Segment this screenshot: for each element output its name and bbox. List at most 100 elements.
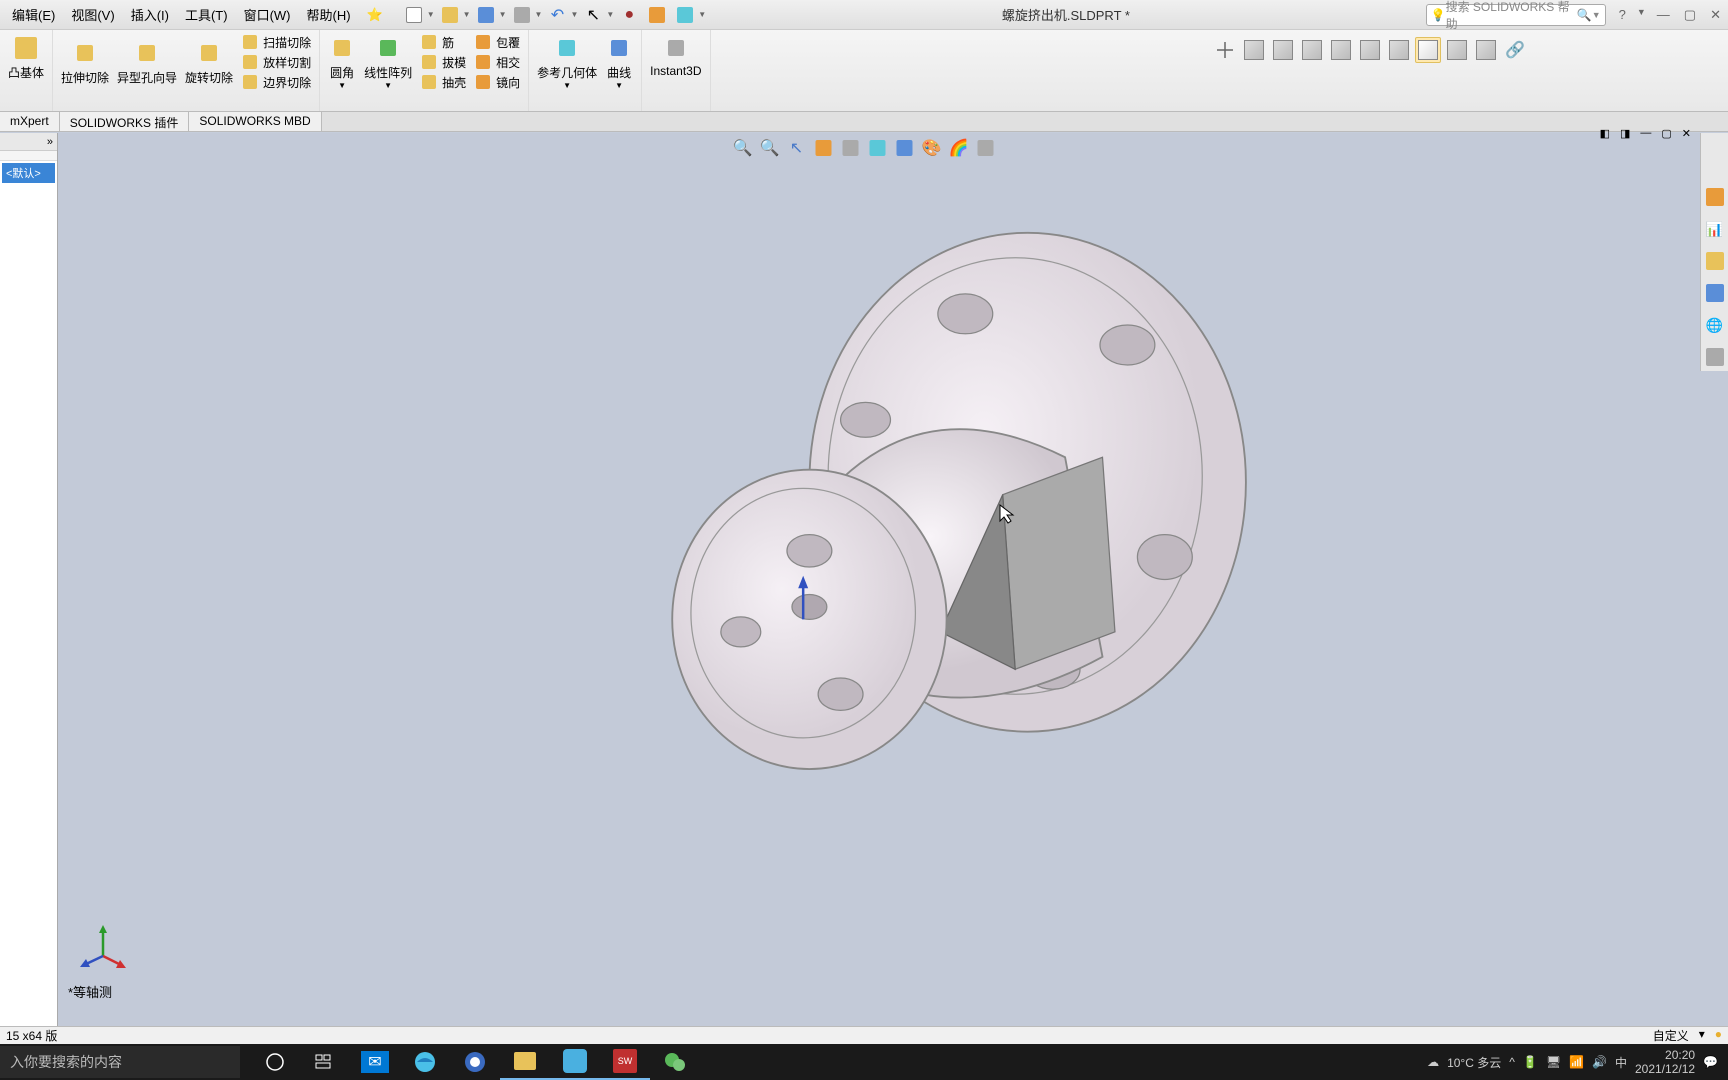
graphics-viewport[interactable]: *等轴测 (58, 133, 1698, 1006)
status-custom[interactable]: 自定义 (1653, 1027, 1689, 1044)
taskbar-search-input[interactable]: 入你要搜索的内容 (0, 1046, 240, 1078)
mirror-button[interactable]: 镜向 (470, 72, 524, 92)
tab-dimxpert[interactable]: mXpert (0, 112, 60, 131)
new-button[interactable] (401, 3, 427, 27)
base-feature-button[interactable]: 凸基体 (4, 32, 48, 83)
view-top-button[interactable] (1357, 37, 1383, 63)
select-button[interactable]: ↖ (580, 3, 606, 27)
mouse-cursor (998, 503, 1016, 530)
revolve-cut-label: 旋转切除 (185, 69, 233, 86)
appearances-panel-button[interactable] (1703, 249, 1727, 273)
custom-props-panel-button[interactable] (1703, 281, 1727, 305)
sweep-cut-button[interactable]: 扫描切除 (237, 32, 315, 52)
taskbar-wechat-icon[interactable] (650, 1044, 700, 1080)
shell-button[interactable]: 抽壳 (416, 72, 470, 92)
tab-mbd[interactable]: SOLIDWORKS MBD (189, 112, 321, 131)
extrude-cut-button[interactable]: 拉伸切除 (57, 32, 113, 92)
close-button[interactable]: ✕ (1707, 7, 1724, 23)
tray-weather-text[interactable]: 10°C 多云 (1447, 1054, 1501, 1071)
tray-weather-icon[interactable]: ☁ (1427, 1055, 1439, 1069)
curves-button[interactable]: 曲线 ▼ (601, 32, 637, 92)
view-front-button[interactable] (1241, 37, 1267, 63)
rebuild-button[interactable]: ● (616, 3, 642, 27)
orientation-triad[interactable] (78, 921, 128, 976)
taskbar-browser-icon[interactable] (450, 1044, 500, 1080)
menu-insert[interactable]: 插入(I) (123, 1, 177, 28)
save-button[interactable] (473, 3, 499, 27)
ref-geom-button[interactable]: 参考几何体 ▼ (533, 32, 601, 92)
view-trimetric-button[interactable] (1444, 37, 1470, 63)
draft-button[interactable]: 拔模 (416, 52, 470, 72)
view-orientation-label: *等轴测 (68, 982, 112, 1001)
revolve-cut-button[interactable]: 旋转切除 (181, 32, 237, 92)
resources-panel-button[interactable]: 📊 (1703, 217, 1727, 241)
forum-panel-button[interactable]: 🌐 (1703, 313, 1727, 337)
menu-tools[interactable]: 工具(T) (177, 1, 236, 28)
print-button[interactable] (509, 3, 535, 27)
tray-wifi-icon[interactable]: 📶 (1569, 1055, 1584, 1069)
help-search-input[interactable]: 💡 搜索 SOLIDWORKS 帮助 🔍 ▼ (1426, 4, 1606, 26)
tab-addins[interactable]: SOLIDWORKS 插件 (60, 112, 190, 131)
view-dimetric-button[interactable] (1473, 37, 1499, 63)
fillet-button[interactable]: 圆角 ▼ (324, 32, 360, 92)
view-link-button[interactable]: 🔗 (1502, 37, 1528, 63)
boundary-cut-button[interactable]: 边界切除 (237, 72, 315, 92)
options-button[interactable] (644, 3, 670, 27)
view-iso-button[interactable] (1415, 37, 1441, 63)
hole-wizard-button[interactable]: 异型孔向导 (113, 32, 181, 92)
wrap-button[interactable]: 包覆 (470, 32, 524, 52)
status-version: 15 x64 版 (6, 1027, 57, 1044)
tray-clock[interactable]: 20:20 2021/12/12 (1635, 1048, 1695, 1077)
instant3d-button[interactable]: Instant3D (646, 32, 705, 80)
instant3d-label: Instant3D (650, 64, 701, 78)
tray-volume-icon[interactable]: 🔊 (1592, 1055, 1607, 1069)
view-back-button[interactable] (1270, 37, 1296, 63)
taskbar-solidworks-icon[interactable]: SW (600, 1044, 650, 1080)
tray-chevron-icon[interactable]: ^ (1509, 1055, 1515, 1069)
fillet-label: 圆角 (330, 64, 354, 81)
minimize-button[interactable]: — (1654, 7, 1673, 23)
taskbar-taskview-icon[interactable] (300, 1044, 350, 1080)
tray-battery-icon[interactable]: 🔋 (1523, 1055, 1538, 1069)
curves-label: 曲线 (607, 64, 631, 81)
ref-geom-label: 参考几何体 (537, 64, 597, 81)
menu-help[interactable]: 帮助(H) (299, 1, 359, 28)
feature-tree-panel[interactable]: » <默认> (0, 133, 58, 1026)
taskbar-edge-icon[interactable] (400, 1044, 450, 1080)
tree-collapse-button[interactable]: » (47, 136, 53, 148)
menu-view[interactable]: 视图(V) (63, 1, 122, 28)
model-rendering (58, 133, 1698, 1006)
search-icon[interactable]: 🔍 (1577, 8, 1592, 22)
status-dropdown-icon[interactable]: ▾ (1699, 1027, 1705, 1044)
tray-network-icon[interactable]: 🖥 (1546, 1055, 1561, 1069)
taskbar-cortana-icon[interactable] (250, 1044, 300, 1080)
maximize-button[interactable]: ▢ (1681, 7, 1699, 23)
taskbar-mail-icon[interactable]: ✉ (350, 1044, 400, 1080)
help-button[interactable]: ? (1616, 7, 1629, 23)
settings-button[interactable] (672, 3, 698, 27)
loft-cut-button[interactable]: 放样切割 (237, 52, 315, 72)
view-left-button[interactable] (1299, 37, 1325, 63)
tray-notifications-icon[interactable]: 💬 (1703, 1055, 1718, 1069)
status-indicator-icon: ● (1715, 1027, 1722, 1044)
clip-panel-button[interactable] (1703, 345, 1727, 369)
tree-default-config[interactable]: <默认> (2, 163, 55, 183)
search-placeholder: 搜索 SOLIDWORKS 帮助 (1446, 0, 1577, 32)
intersect-button[interactable]: 相交 (470, 52, 524, 72)
pattern-label: 线性阵列 (364, 64, 412, 81)
view-normal-button[interactable] (1212, 37, 1238, 63)
taskbar-app-icon[interactable] (550, 1044, 600, 1080)
menu-window[interactable]: 窗口(W) (236, 1, 299, 28)
menu-expand-icon[interactable]: ⭐ (359, 3, 391, 27)
view-right-button[interactable] (1328, 37, 1354, 63)
linear-pattern-button[interactable]: 线性阵列 ▼ (360, 32, 416, 92)
taskbar-explorer-icon[interactable] (500, 1044, 550, 1080)
open-button[interactable] (437, 3, 463, 27)
rib-button[interactable]: 筋 (416, 32, 470, 52)
base-feature-label: 凸基体 (8, 64, 44, 81)
view-bottom-button[interactable] (1386, 37, 1412, 63)
home-panel-button[interactable] (1703, 185, 1727, 209)
menu-edit[interactable]: 编辑(E) (4, 1, 63, 28)
undo-button[interactable]: ↶ (544, 3, 570, 27)
tray-ime-indicator[interactable]: 中 (1615, 1054, 1627, 1071)
